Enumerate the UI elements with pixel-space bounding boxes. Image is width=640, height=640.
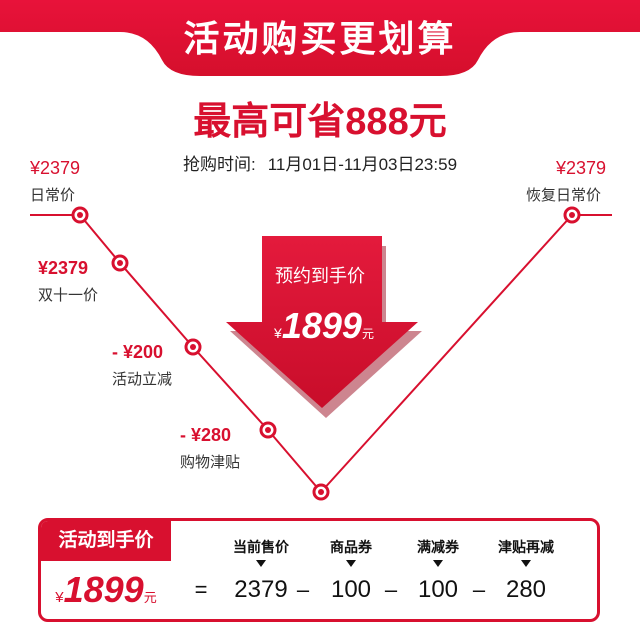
start-label: 日常价 (30, 187, 76, 204)
price-summary-table: 活动到手价 ¥1899元 当前售价 商品券 满减券 津贴再减 = 2379 – … (38, 518, 600, 622)
step-discount-value: - ¥200 (112, 342, 164, 362)
step-allowance-label: 购物津贴 (180, 454, 241, 471)
pointer-icon (521, 560, 531, 567)
start-price: ¥2379 (30, 158, 81, 178)
pointer-icon (433, 560, 443, 567)
table-price-value: 1899 (63, 569, 144, 610)
col-value-coupon: 100 (330, 576, 372, 603)
col-header-allowance: 津贴再减 (498, 539, 554, 555)
op-minus: – (296, 577, 310, 602)
table-final-price: ¥1899元 (41, 561, 171, 619)
badge-price: ¥1899元 (262, 305, 386, 347)
pointer-icon (256, 560, 266, 567)
period-label: 抢购时间: (182, 155, 256, 174)
arrow-badge (226, 236, 418, 408)
badge-price-value: 1899 (281, 305, 362, 346)
end-label: 恢复日常价 (526, 187, 602, 204)
step-double11-label: 双十一价 (38, 287, 99, 304)
sale-period: 抢购时间: 11月01日-11月03日23:59 (0, 150, 640, 175)
col-header-fullcut: 满减券 (417, 539, 459, 555)
price-curve (79, 214, 573, 494)
table-unit: 元 (143, 590, 157, 605)
headline: 最高可省888元 (193, 101, 447, 143)
step-double11-value: ¥2379 (38, 258, 89, 278)
op-minus: – (472, 577, 486, 602)
op-minus: – (384, 577, 398, 602)
step-allowance-value: - ¥280 (180, 425, 232, 445)
col-value-current: 2379 (234, 576, 288, 603)
header-title: 活动购买更划算 (183, 18, 457, 59)
end-price: ¥2379 (556, 158, 607, 178)
table-currency: ¥ (55, 589, 64, 606)
col-header-coupon: 商品券 (330, 539, 372, 555)
period-range: 11月01日-11月03日23:59 (267, 155, 458, 174)
badge-title: 预约到手价 (275, 266, 365, 286)
header-banner (0, 0, 640, 76)
col-value-fullcut: 100 (417, 576, 459, 603)
op-equals: = (194, 577, 208, 602)
col-header-current: 当前售价 (233, 539, 289, 555)
badge-currency: ¥ (274, 325, 282, 341)
step-discount-label: 活动立减 (112, 371, 173, 388)
table-head: 活动到手价 (41, 521, 171, 561)
badge-unit: 元 (361, 327, 374, 341)
pointer-icon (346, 560, 356, 567)
col-value-allowance: 280 (505, 576, 547, 603)
